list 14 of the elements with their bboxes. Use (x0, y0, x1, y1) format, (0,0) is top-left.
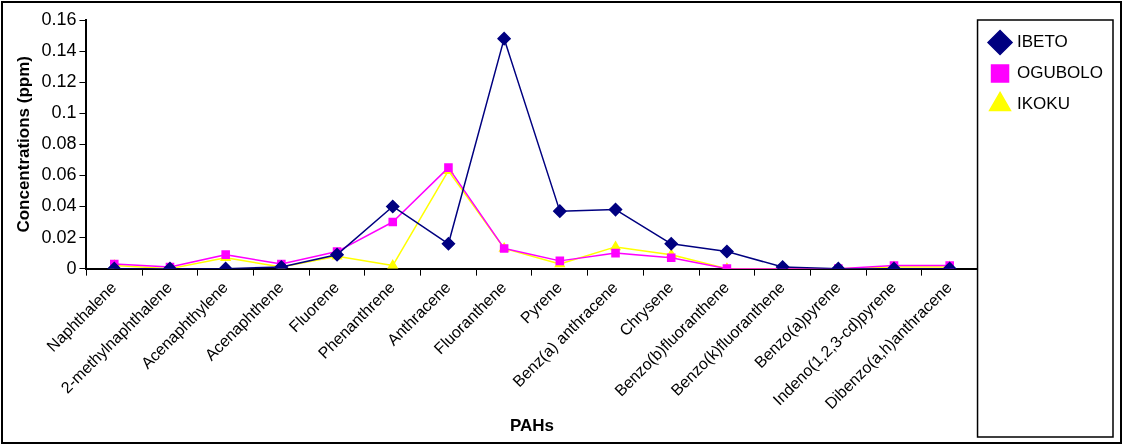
legend-label: IKOKU (1017, 94, 1070, 114)
y-tick-label: 0.02 (41, 226, 77, 247)
y-tick-label: 0 (66, 257, 77, 278)
legend-label: OGUBOLO (1017, 63, 1104, 83)
legend-label: IBETO (1017, 32, 1068, 52)
y-tick-label: 0.08 (41, 133, 77, 154)
y-axis-title: Concentrations (ppm) (13, 56, 33, 233)
y-tick-label: 0.16 (41, 8, 77, 29)
y-tick-label: 0.06 (41, 164, 77, 185)
y-tick-label: 0.12 (41, 71, 77, 92)
x-axis-title: PAHs (509, 416, 555, 436)
y-tick-label: 0.14 (41, 40, 77, 61)
y-tick-label: 0.04 (41, 195, 77, 216)
y-tick-label: 0.1 (51, 102, 77, 123)
